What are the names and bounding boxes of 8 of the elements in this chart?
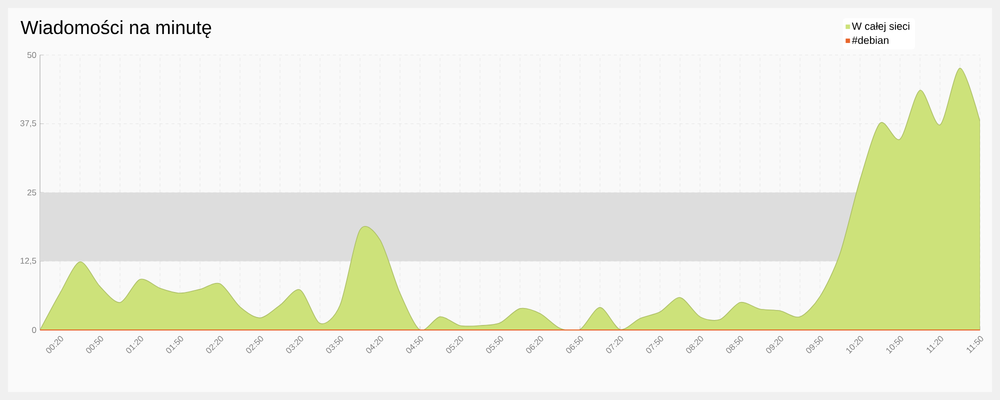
chart-title: Wiadomości na minutę — [20, 20, 212, 38]
y-tick-label: 37,5 — [20, 120, 36, 128]
legend-label: #debian — [852, 36, 888, 44]
y-tick-label: 12,5 — [20, 258, 36, 265]
y-tick-label: 25 — [27, 190, 36, 196]
legend-label: W całej sieci — [852, 22, 910, 32]
y-tick-label: 50 — [27, 52, 36, 58]
y-tick-label: 0 — [32, 327, 36, 333]
